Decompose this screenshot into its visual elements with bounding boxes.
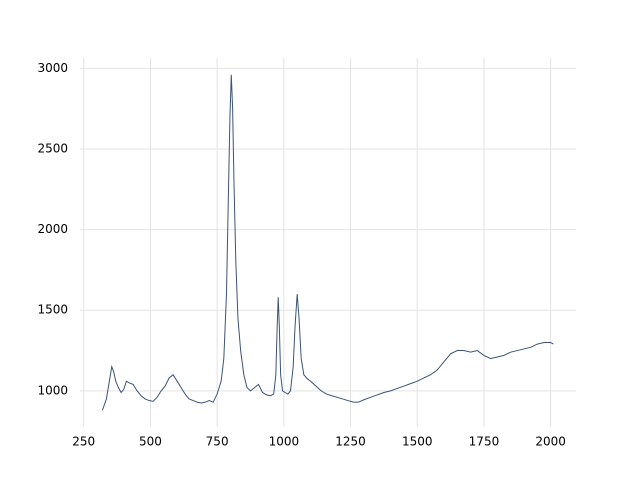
- y-tick-label: 3000: [37, 61, 68, 75]
- x-tick-label: 2000: [535, 435, 566, 449]
- y-tick-label: 2500: [37, 141, 68, 155]
- x-tick-label: 500: [139, 435, 162, 449]
- data-line: [101, 74, 554, 411]
- y-tick-label: 1500: [37, 303, 68, 317]
- x-tick-label: 1500: [402, 435, 433, 449]
- y-tick-label: 2000: [37, 222, 68, 236]
- x-tick-label: 1250: [335, 435, 366, 449]
- x-tick-label: 1750: [469, 435, 500, 449]
- x-tick-label: 1000: [269, 435, 300, 449]
- y-tick-label: 1000: [37, 383, 68, 397]
- x-tick-label: 750: [206, 435, 229, 449]
- x-tick-label: 250: [72, 435, 95, 449]
